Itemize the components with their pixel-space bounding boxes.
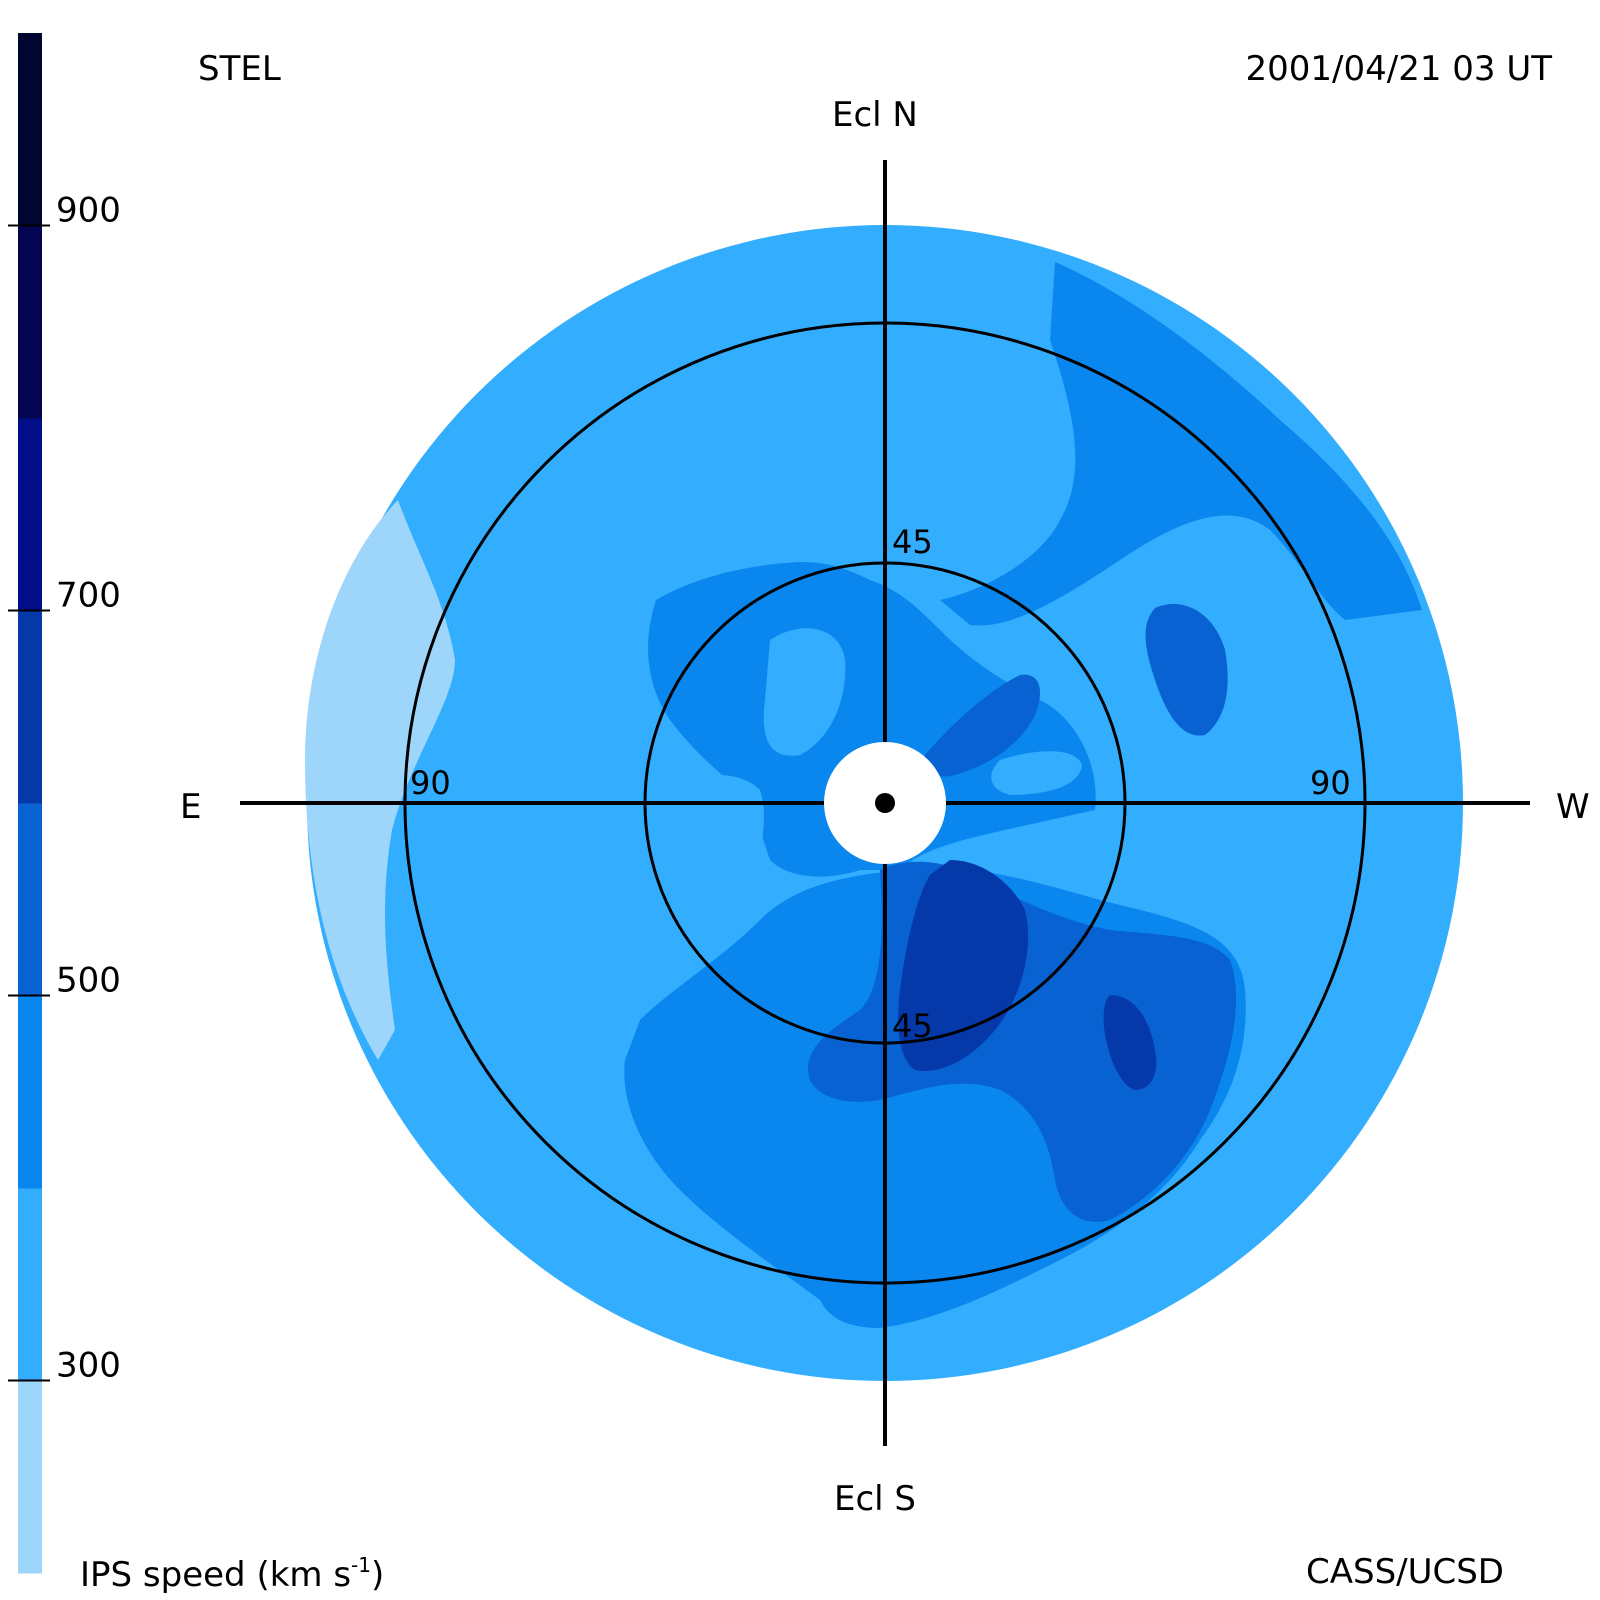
direction-west-label: W — [1556, 787, 1590, 827]
colorbar-tick-label-700: 700 — [56, 576, 121, 616]
colorbar-tick-label-500: 500 — [56, 961, 121, 1001]
ring-label-inner-bottom: 45 — [892, 1007, 933, 1045]
colorbar-band-800-900 — [18, 225, 42, 419]
colorbar-tick-label-300: 300 — [56, 1346, 121, 1386]
direction-north-label: Ecl N — [832, 95, 918, 135]
region-500-600-northwest — [1145, 604, 1228, 736]
colorbar-band-300-400 — [18, 1188, 42, 1381]
colorbar-title-prefix: IPS speed (km s — [80, 1555, 352, 1595]
region-300-400-centre-inlet — [763, 628, 846, 756]
colorbar-tick-label-900: 900 — [56, 191, 121, 231]
colorbar-band-500-600 — [18, 803, 42, 996]
region-500-600-centre-streak — [924, 674, 1040, 777]
sun-center-dot — [875, 793, 895, 813]
colorbar-band-700-800 — [18, 418, 42, 611]
ring-label-inner-top: 45 — [892, 523, 933, 561]
colorbar-title-exponent: -1 — [351, 1553, 371, 1577]
region-300-400-centre-east — [665, 775, 764, 911]
ring-label-outer-right: 90 — [1310, 764, 1351, 802]
colorbar-band-400-500 — [18, 995, 42, 1189]
colorbar-title-suffix: ) — [371, 1555, 385, 1595]
colorbar-band-200-300 — [18, 1380, 42, 1574]
colorbar — [18, 33, 42, 1574]
source-label: STEL — [198, 49, 281, 89]
colorbar-title: IPS speed (km s-1) — [80, 1555, 384, 1592]
colorbar-ticks: 300 500 700 900 — [8, 191, 121, 1386]
direction-east-label: E — [180, 787, 202, 827]
region-300-400-centre-west — [991, 751, 1082, 795]
ring-label-outer-left: 90 — [410, 764, 451, 802]
region-600-700-southwest-centre — [898, 860, 1029, 1071]
region-600-700-southwest-outer — [1103, 995, 1157, 1090]
direction-south-label: Ecl S — [834, 1479, 917, 1519]
timestamp-label: 2001/04/21 03 UT — [1245, 49, 1553, 89]
credit-label: CASS/UCSD — [1305, 1552, 1504, 1592]
colorbar-band-600-700 — [18, 610, 42, 804]
colorbar-band-900-1000 — [18, 33, 42, 226]
region-200-300-east — [305, 500, 455, 1060]
region-400-500-northwest — [940, 262, 1422, 626]
